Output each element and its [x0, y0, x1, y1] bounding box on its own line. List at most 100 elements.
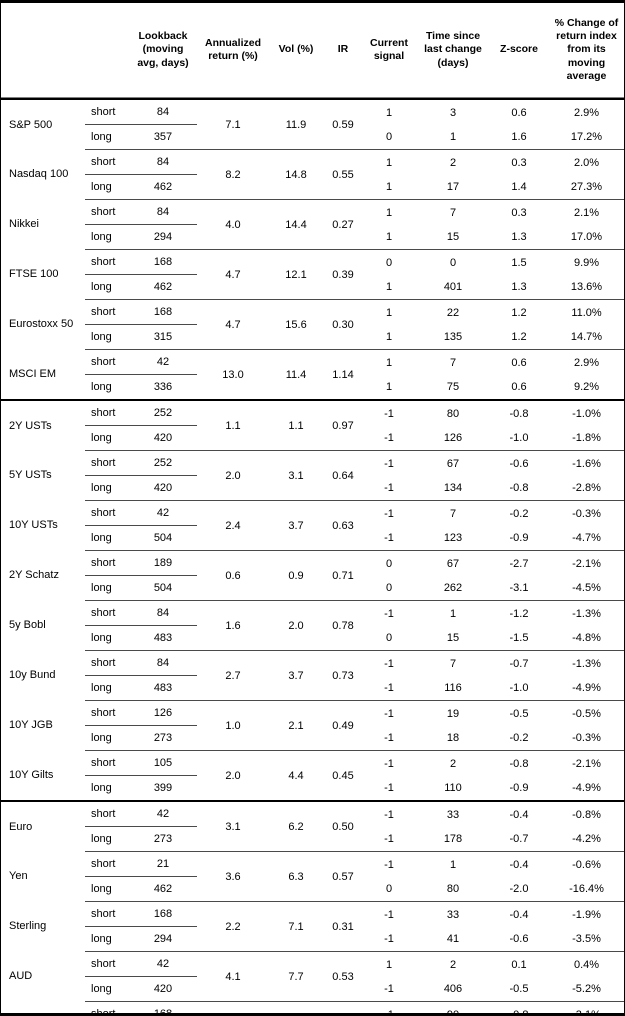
position-label: long: [91, 532, 112, 544]
pct-change-value: 0.4%: [547, 951, 624, 977]
time-since-value: 67: [415, 550, 491, 576]
asset-name: Yen: [9, 870, 28, 882]
ir-value: 0.63: [323, 500, 363, 550]
pct-change-value: 17.2%: [570, 131, 603, 143]
lookback-value: 420: [153, 432, 173, 444]
z-score-value: -0.5: [491, 700, 547, 726]
annualized-return-value: 2.2: [197, 901, 269, 951]
lookback-value: 357: [153, 131, 173, 143]
current-signal-value: -1: [363, 700, 415, 726]
vol-value: 15.6: [269, 299, 323, 349]
vol-value: 11.9: [269, 98, 323, 149]
pct-change-value: -1.3%: [547, 650, 624, 676]
pct-change-value: 11.0%: [547, 299, 624, 325]
pct-change-value: -2.1%: [547, 750, 624, 776]
position-label: short: [85, 249, 129, 275]
table-row: long 273 -1 18 -0.2 -0.3%: [1, 726, 624, 750]
z-score-value: 1.6: [511, 131, 527, 143]
time-since-value: 7: [415, 199, 491, 225]
table-row: long 399 -1 110 -0.9 -4.9%: [1, 776, 624, 800]
position-label: short: [85, 1001, 129, 1013]
header-current-signal: Current signal: [363, 3, 415, 98]
current-signal-value: -1: [363, 750, 415, 776]
annualized-return-value: 0.9: [197, 1001, 269, 1013]
header-time-since: Time since last change (days): [415, 3, 491, 98]
lookback-value: 420: [153, 482, 173, 494]
position-label: short: [85, 800, 129, 827]
z-score-value: -3.1: [509, 582, 529, 594]
lookback-value: 126: [129, 700, 197, 726]
annualized-return-value: 4.1: [197, 951, 269, 1001]
lookback-value: 420: [153, 983, 173, 995]
lookback-value: 315: [153, 331, 173, 343]
lookback-value: 273: [153, 732, 173, 744]
lookback-value: 168: [129, 249, 197, 275]
z-score-value: -0.8: [509, 482, 529, 494]
table-row: long 483 0 15 -1.5 -4.8%: [1, 626, 624, 650]
current-signal-value: -1: [384, 933, 394, 945]
z-score-value: -0.8: [491, 1001, 547, 1013]
z-score-value: 1.3: [511, 231, 527, 243]
table-row: 10Y JGB short 126 1.0 2.1 0.49 -1 19 -0.5 -0.5%: [1, 700, 624, 732]
position-label: long: [91, 782, 112, 794]
lookback-value: 462: [153, 883, 173, 895]
time-since-value: 123: [443, 532, 463, 544]
current-signal-value: 0: [385, 131, 393, 143]
pct-change-value: -0.8%: [547, 800, 624, 827]
table-row: Nikkei short 84 4.0 14.4 0.27 1 7 0.3 2.1%: [1, 199, 624, 231]
time-since-value: 3: [415, 98, 491, 125]
vol-value: 3.7: [269, 500, 323, 550]
time-since-value: 17: [446, 181, 460, 193]
z-score-value: 0.6: [491, 98, 547, 125]
asset-name: AUD: [9, 970, 33, 982]
ir-value: 0.73: [323, 650, 363, 700]
pct-change-value: 2.1%: [547, 199, 624, 225]
position-label: long: [91, 632, 112, 644]
current-signal-value: 0: [385, 883, 393, 895]
z-score-value: -0.4: [491, 851, 547, 877]
table-row: 2Y USTs short 252 1.1 1.1 0.97 -1 80 -0.8 -1.0%: [1, 399, 624, 432]
time-since-value: 15: [446, 231, 460, 243]
pct-change-value: -1.9%: [547, 901, 624, 927]
time-since-value: 2: [415, 750, 491, 776]
position-label: short: [85, 951, 129, 977]
lookback-value: 84: [129, 650, 197, 676]
vol-value: 11.4: [269, 349, 323, 399]
time-since-value: 41: [446, 933, 460, 945]
time-since-value: 22: [415, 299, 491, 325]
annualized-return-value: 7.1: [197, 98, 269, 149]
pct-change-value: -1.6%: [547, 450, 624, 476]
z-score-value: -0.8: [491, 750, 547, 776]
asset-name: Nikkei: [9, 218, 39, 230]
time-since-value: 0: [415, 249, 491, 275]
current-signal-value: 0: [363, 550, 415, 576]
position-label: short: [85, 700, 129, 726]
annualized-return-value: 3.1: [197, 800, 269, 851]
ir-value: 0.45: [323, 750, 363, 800]
z-score-value: -0.9: [509, 532, 529, 544]
z-score-value: -0.5: [509, 983, 529, 995]
time-since-value: 33: [415, 800, 491, 827]
position-label: long: [91, 281, 112, 293]
current-signal-value: 1: [385, 281, 393, 293]
z-score-value: 1.2: [511, 331, 527, 343]
ir-value: 0.53: [323, 951, 363, 1001]
current-signal-value: -1: [363, 600, 415, 626]
z-score-value: 1.4: [511, 181, 527, 193]
table-row: long 462 1 17 1.4 27.3%: [1, 175, 624, 199]
pct-change-value: -4.5%: [572, 582, 601, 594]
current-signal-value: 1: [385, 381, 393, 393]
time-since-value: 1: [415, 600, 491, 626]
time-since-value: 33: [415, 901, 491, 927]
vol-value: 6.0: [269, 1001, 323, 1013]
pct-change-value: -4.8%: [572, 632, 601, 644]
position-label: short: [85, 199, 129, 225]
position-label: long: [91, 231, 112, 243]
annualized-return-value: 2.0: [197, 450, 269, 500]
time-since-value: 2: [415, 149, 491, 175]
pct-change-value: 2.9%: [547, 98, 624, 125]
lookback-value: 168: [129, 901, 197, 927]
header-vol: Vol (%): [269, 3, 323, 98]
position-label: short: [85, 851, 129, 877]
asset-name: CAD: [1, 1001, 85, 1013]
